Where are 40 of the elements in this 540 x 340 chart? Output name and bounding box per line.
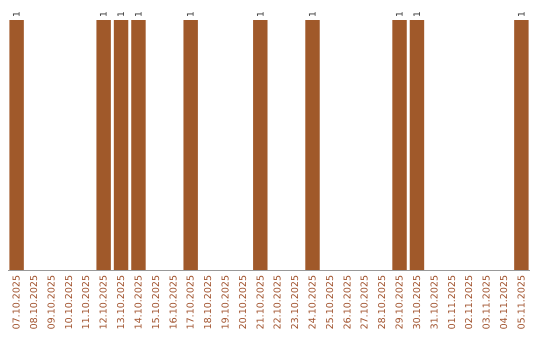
x-tick-label: 15.10.2025	[150, 275, 162, 330]
x-tick-label: 09.10.2025	[46, 275, 58, 330]
data-label: 1	[396, 11, 406, 17]
x-tick-label: 17.10.2025	[186, 275, 197, 330]
data-label: 1	[308, 11, 319, 17]
data-label: 1	[117, 11, 128, 17]
x-tick-label: 01.11.2025	[446, 275, 458, 330]
data-label: 1	[100, 11, 110, 17]
data-label: 1	[186, 11, 197, 17]
x-tick-label: 02.11.2025	[464, 275, 476, 330]
data-label: 1	[12, 11, 23, 17]
x-tick-label: 10.10.2025	[64, 275, 75, 330]
data-label: 1	[256, 11, 266, 17]
x-tick-label: 03.11.2025	[482, 275, 493, 330]
x-tick-label: 12.10.2025	[98, 275, 110, 330]
x-tick-label: 23.10.2025	[290, 275, 302, 330]
data-label: 1	[517, 11, 528, 17]
x-tick-label: 07.10.2025	[12, 275, 23, 330]
x-tick-label: 04.11.2025	[498, 275, 510, 330]
x-tick-label: 19.10.2025	[220, 275, 232, 330]
x-tick-label: 26.10.2025	[342, 275, 354, 330]
x-tick-label: 08.10.2025	[29, 275, 40, 330]
data-label: 1	[412, 11, 423, 17]
x-tick-label: 24.10.2025	[308, 275, 319, 330]
x-tick-label: 05.11.2025	[516, 275, 528, 330]
x-tick-label: 14.10.2025	[133, 275, 144, 330]
x-tick-label: 27.10.2025	[360, 275, 371, 330]
x-tick-label: 13.10.2025	[116, 275, 128, 330]
x-tick-label: 16.10.2025	[168, 275, 180, 330]
x-tick-label: 20.10.2025	[238, 275, 249, 330]
x-tick-label: 30.10.2025	[412, 275, 423, 330]
x-tick-label: 21.10.2025	[255, 275, 266, 330]
x-tick-label: 11.10.2025	[81, 275, 92, 330]
data-label: 1	[134, 11, 144, 17]
x-tick-label: 25.10.2025	[324, 275, 336, 330]
x-tick-label: 22.10.2025	[272, 275, 284, 330]
x-tick-label: 31.10.2025	[429, 275, 440, 330]
x-tick-label: 18.10.2025	[203, 275, 214, 330]
x-tick-label: 29.10.2025	[394, 275, 406, 330]
x-tick-label: 28.10.2025	[377, 275, 388, 330]
